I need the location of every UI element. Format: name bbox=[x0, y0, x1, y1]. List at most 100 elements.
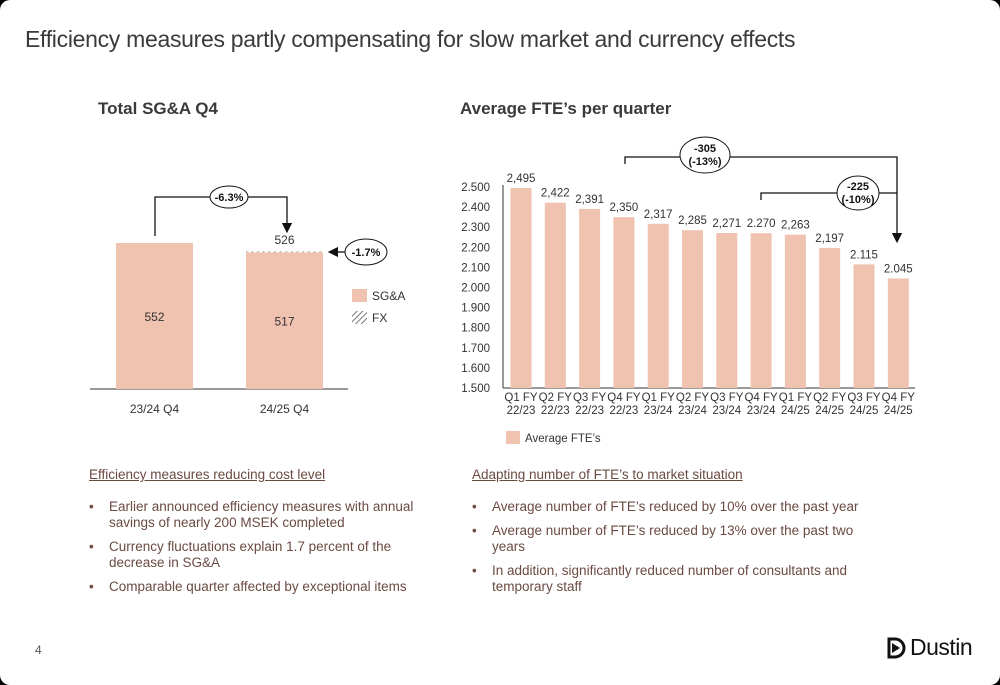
data-label: 2,271 bbox=[712, 218, 741, 230]
fte-bar bbox=[887, 278, 909, 388]
x-tick-label: 23/24 bbox=[712, 405, 741, 417]
fx-bar bbox=[246, 251, 323, 253]
sga-bar bbox=[116, 242, 193, 389]
bullet: Average number of FTE’s reduced by 13% o… bbox=[472, 523, 872, 555]
sga-chart-title: Total SG&A Q4 bbox=[98, 99, 218, 118]
one-year-bubble bbox=[836, 175, 880, 211]
x-tick-label: 24/25 bbox=[781, 405, 810, 417]
x-tick-label: 24/25 bbox=[815, 405, 844, 417]
one-year-label: (-10%) bbox=[841, 194, 874, 206]
change-label: -6.3% bbox=[215, 192, 244, 204]
fte-bar bbox=[853, 264, 875, 388]
left-bullets: Earlier announced efficiency measures wi… bbox=[89, 499, 419, 603]
change-bubble bbox=[209, 185, 249, 209]
x-tick-label: Q1 FY bbox=[642, 392, 676, 404]
y-tick-label: 1.700 bbox=[461, 343, 490, 355]
y-tick-label: 2.100 bbox=[461, 262, 490, 274]
data-label: 2,197 bbox=[815, 233, 844, 245]
fte-bar bbox=[784, 234, 806, 388]
legend-swatch-sga bbox=[352, 289, 367, 302]
two-year-label: -305 bbox=[694, 143, 716, 155]
bar-value-label: 517 bbox=[274, 315, 294, 329]
fte-bar bbox=[819, 247, 841, 388]
legend-label-sga: SG&A bbox=[372, 289, 405, 303]
left-section-heading: Efficiency measures reducing cost level bbox=[89, 467, 326, 482]
x-tick-label: Q2 FY bbox=[676, 392, 710, 404]
x-tick-label: 23/24 bbox=[678, 405, 707, 417]
legend-swatch-fx bbox=[352, 311, 367, 324]
x-tick-label: Q3 FY bbox=[710, 392, 744, 404]
y-tick-label: 2.000 bbox=[461, 283, 490, 295]
data-label: 2,263 bbox=[781, 220, 810, 232]
total-label: 526 bbox=[274, 233, 294, 247]
legend-swatch bbox=[506, 431, 520, 444]
bar-value-label: 552 bbox=[144, 310, 164, 324]
x-tick-label: Q4 FY bbox=[744, 392, 778, 404]
x-tick-label: 22/23 bbox=[541, 405, 570, 417]
fte-chart-title: Average FTE’s per quarter bbox=[460, 99, 672, 118]
x-tick-label: 22/23 bbox=[610, 405, 639, 417]
legend-label-fx: FX bbox=[372, 311, 387, 325]
fte-bar bbox=[579, 208, 601, 388]
y-tick-label: 1.900 bbox=[461, 303, 490, 315]
x-tick-label: Q4 FY bbox=[607, 392, 641, 404]
x-tick-label: 23/24 Q4 bbox=[130, 402, 180, 416]
x-tick-label: 24/25 bbox=[850, 405, 879, 417]
y-tick-label: 2.400 bbox=[461, 202, 490, 214]
x-tick-label: Q3 FY bbox=[573, 392, 607, 404]
fte-bar bbox=[647, 223, 669, 388]
x-tick-label: 22/23 bbox=[507, 405, 536, 417]
fte-bar bbox=[510, 188, 532, 388]
data-label: 2,391 bbox=[575, 194, 604, 206]
bullet: Comparable quarter affected by exception… bbox=[89, 579, 419, 595]
x-tick-label: Q1 FY bbox=[504, 392, 538, 404]
x-tick-label: 24/25 Q4 bbox=[260, 402, 310, 416]
right-bullets: Average number of FTE’s reduced by 10% o… bbox=[472, 499, 872, 603]
y-tick-label: 2.500 bbox=[461, 182, 490, 194]
bullet: In addition, significantly reduced numbe… bbox=[472, 563, 872, 595]
slide-title: Efficiency measures partly compensating … bbox=[25, 26, 796, 52]
bullet: Earlier announced efficiency measures wi… bbox=[89, 499, 419, 531]
y-tick-label: 2.300 bbox=[461, 222, 490, 234]
one-year-label: -225 bbox=[847, 181, 869, 193]
data-label: 2.115 bbox=[850, 249, 878, 261]
data-label: 2,495 bbox=[507, 173, 536, 185]
logo-text: Dustin bbox=[910, 634, 973, 660]
x-tick-label: 24/25 bbox=[884, 405, 913, 417]
sga-bar bbox=[246, 252, 323, 389]
x-tick-label: Q3 FY bbox=[847, 392, 881, 404]
fx-effect-label: -1.7% bbox=[352, 247, 381, 259]
two-year-bubble bbox=[679, 136, 731, 174]
x-tick-label: Q1 FY bbox=[779, 392, 813, 404]
data-label: 2,350 bbox=[610, 202, 639, 214]
dustin-logo-icon bbox=[887, 637, 906, 658]
y-tick-label: 1.800 bbox=[461, 323, 490, 335]
fte-bar bbox=[544, 202, 566, 388]
data-label: 2,317 bbox=[644, 209, 673, 221]
fte-bar bbox=[682, 230, 703, 388]
x-tick-label: Q2 FY bbox=[813, 392, 847, 404]
legend-label: Average FTE’s bbox=[525, 433, 601, 445]
y-tick-label: 1.600 bbox=[461, 363, 490, 375]
y-tick-label: 2.200 bbox=[461, 242, 490, 254]
data-label: 2.270 bbox=[747, 218, 776, 230]
fte-bar bbox=[613, 217, 635, 388]
x-tick-label: 22/23 bbox=[575, 405, 604, 417]
y-tick-label: 1.500 bbox=[461, 383, 490, 395]
page-number: 4 bbox=[35, 643, 42, 657]
x-tick-label: 23/24 bbox=[644, 405, 673, 417]
two-year-label: (-13%) bbox=[688, 156, 721, 168]
right-section-heading: Adapting number of FTE’s to market situa… bbox=[472, 467, 743, 482]
x-tick-label: 23/24 bbox=[747, 405, 776, 417]
two-year-bracket bbox=[624, 156, 903, 244]
fte-bar bbox=[716, 233, 738, 388]
bullet: Average number of FTE’s reduced by 10% o… bbox=[472, 499, 872, 515]
fx-bubble bbox=[344, 238, 388, 266]
data-label: 2.045 bbox=[884, 263, 913, 275]
dustin-logo: Dustin bbox=[886, 634, 973, 661]
fte-bar bbox=[750, 233, 772, 388]
x-tick-label: Q4 FY bbox=[882, 392, 916, 404]
x-tick-label: Q2 FY bbox=[539, 392, 573, 404]
